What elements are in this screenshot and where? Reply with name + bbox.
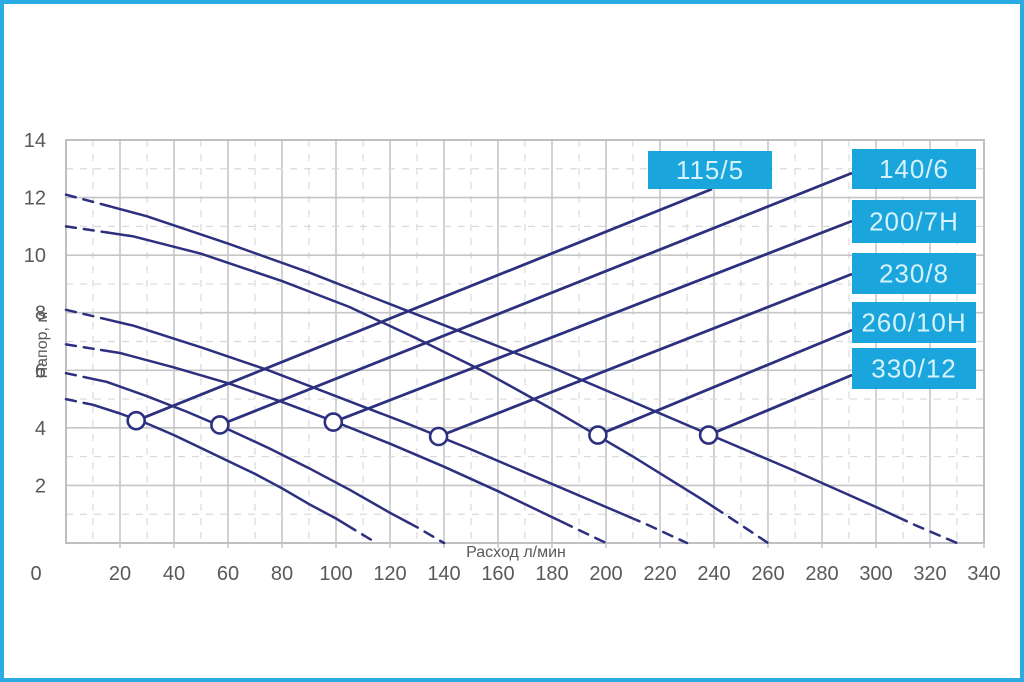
- pump-curve-115-5: [86, 402, 349, 527]
- series-label-text-260-10H: 260/10H: [861, 308, 966, 338]
- y-tick-label: 8: [35, 303, 46, 325]
- tick-labels: 0 20 40 60 80 100 120 140 160 180 200 220 240 260 280 3…: [24, 130, 1001, 585]
- x-tick-label: 140: [427, 563, 460, 585]
- x-tick-label: 120: [373, 563, 406, 585]
- x-tick-label: 340: [967, 563, 1000, 585]
- grid: [65, 139, 985, 548]
- connector-line-330-12: [708, 373, 853, 437]
- duty-point-marker-115-5: [126, 410, 146, 431]
- y-tick-label: 14: [24, 130, 46, 152]
- origin-tick-label: 0: [30, 563, 41, 585]
- pump-curve-330-12-head-dashed: [64, 193, 114, 209]
- pump-curve-260-10H-tail-dashed: [712, 505, 770, 545]
- pump-curve-200-7H-tail-dashed: [561, 521, 608, 545]
- duty-point-markers: [126, 410, 719, 447]
- x-axis-title: Расход л/мин: [466, 544, 566, 561]
- series-label-text-230-8: 230/8: [879, 259, 949, 289]
- y-axis-title: Напор, м: [34, 312, 51, 379]
- duty-point-marker-230-8: [428, 426, 449, 447]
- x-tick-label: 160: [481, 563, 514, 585]
- duty-point-marker-200-7H: [323, 412, 344, 432]
- pump-curve-200-7H-head-dashed: [64, 343, 103, 352]
- connector-line-115-5: [135, 187, 713, 422]
- x-tick-label: 220: [643, 563, 676, 585]
- y-tick-label: 10: [24, 245, 46, 267]
- pump-curve-230-8-head-dashed: [64, 308, 106, 320]
- series-connector-lines: [135, 171, 853, 438]
- series-label-text-200-7H: 200/7H: [869, 207, 959, 237]
- series-label-box-330-12: [852, 348, 976, 389]
- x-tick-label: 60: [217, 563, 239, 585]
- pump-curve-260-10H-head-dashed: [64, 225, 108, 234]
- pump-curve-115-5-head-dashed: [64, 397, 89, 405]
- series-label-box-140-6: [852, 149, 976, 189]
- series-label-text-140-6: 140/6: [879, 154, 949, 184]
- y-tick-label: 2: [35, 475, 46, 497]
- x-tick-label: 320: [913, 563, 946, 585]
- y-tick-label: 12: [24, 188, 46, 210]
- connector-line-260-10H: [597, 328, 853, 437]
- x-tick-label: 100: [319, 563, 352, 585]
- pump-curve-115-5-tail-dashed: [345, 523, 378, 545]
- connector-line-200-7H: [332, 219, 853, 424]
- pump-curve-260-10H: [105, 231, 716, 509]
- x-tick-label: 280: [805, 563, 838, 585]
- pump-curve-230-8-tail-dashed: [629, 516, 689, 545]
- connector-line-230-8: [438, 272, 853, 438]
- series-label-boxes: 115/5 140/6 200/7H 230/8 260/10H 330/12: [648, 149, 976, 389]
- y-tick-label: 4: [35, 418, 46, 440]
- duty-point-marker-330-12: [698, 425, 719, 445]
- x-tick-label: 40: [163, 563, 185, 585]
- series-label-text-330-12: 330/12: [871, 354, 957, 384]
- x-tick-label: 200: [589, 563, 622, 585]
- plot-border: [65, 139, 985, 544]
- pump-curve-330-12-tail-dashed: [896, 515, 959, 545]
- series-label-box-230-8: [852, 253, 976, 294]
- duty-point-marker-260-10H: [588, 425, 608, 445]
- duty-point-marker-140-6: [210, 415, 230, 435]
- series-label-text-115-5: 115/5: [676, 155, 744, 185]
- connector-line-140-6: [219, 171, 853, 427]
- x-tick-label: 240: [697, 563, 730, 585]
- series-label-box-200-7H: [852, 200, 976, 243]
- series-label-box-260-10H: [852, 302, 976, 343]
- pump-curve-140-6-head-dashed: [64, 371, 89, 380]
- x-tick-label: 20: [109, 563, 131, 585]
- series-label-box-115-5: [648, 151, 772, 189]
- pump-curve-140-6: [86, 376, 411, 525]
- pump-curve-330-12: [110, 205, 899, 519]
- pump-curve-230-8: [102, 317, 632, 519]
- x-tick-label: 80: [271, 563, 293, 585]
- x-tick-label: 180: [535, 563, 568, 585]
- x-tick-label: 260: [751, 563, 784, 585]
- x-tick-label: 300: [859, 563, 892, 585]
- y-tick-label: 6: [35, 360, 46, 382]
- pump-curves: [64, 193, 959, 545]
- pump-curve-140-6-tail-dashed: [407, 521, 446, 545]
